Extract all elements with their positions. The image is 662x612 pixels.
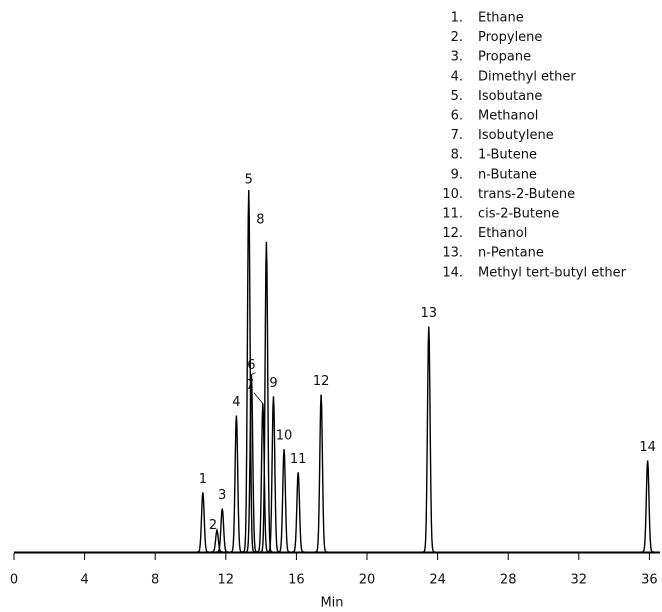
- peak-label: 14: [639, 440, 656, 455]
- legend-number: 9.: [451, 167, 463, 182]
- x-tick-label: 0: [10, 573, 18, 588]
- peak: [422, 326, 436, 553]
- x-tick-label: 12: [218, 573, 235, 588]
- peak-label: 1: [199, 472, 207, 487]
- legend-name: Methyl tert-butyl ether: [478, 265, 627, 280]
- legend-number: 3.: [451, 50, 463, 65]
- legend-name: Dimethyl ether: [478, 69, 576, 84]
- x-tick-label: 32: [571, 573, 588, 588]
- legend-name: Propylene: [478, 30, 542, 45]
- x-tick-label: 36: [641, 573, 658, 588]
- peak: [230, 415, 243, 553]
- peak-label: 12: [313, 374, 330, 389]
- legend-number: 11.: [442, 207, 463, 222]
- legend-name: Isobutylene: [478, 128, 554, 143]
- legend-name: Propane: [478, 50, 531, 65]
- legend-name: trans-2-Butene: [478, 187, 575, 202]
- peak-label: 4: [232, 395, 240, 410]
- peak: [196, 492, 210, 553]
- x-tick-label: 28: [500, 573, 517, 588]
- legend-name: 1-Butene: [478, 148, 537, 163]
- x-axis-label: Min: [320, 596, 343, 611]
- peak: [314, 394, 328, 553]
- peak-label: 2: [209, 518, 217, 533]
- peak-label: 11: [290, 452, 307, 467]
- legend-number: 4.: [451, 69, 463, 84]
- legend-number: 5.: [451, 89, 463, 104]
- x-tick-label: 24: [429, 573, 446, 588]
- x-tick-label: 4: [80, 573, 88, 588]
- peak-label: 7: [246, 378, 254, 393]
- legend-number: 8.: [451, 148, 463, 163]
- peak-label: 9: [269, 376, 277, 391]
- peak-label: 6: [247, 358, 255, 373]
- x-tick-label: 20: [359, 573, 376, 588]
- peak-leader: [251, 372, 256, 375]
- peak-label: 10: [276, 429, 293, 444]
- legend-name: Ethane: [478, 11, 524, 26]
- legend-name: Ethanol: [478, 226, 527, 241]
- peak: [641, 460, 654, 553]
- peak: [216, 508, 229, 553]
- legend-number: 14.: [442, 265, 463, 280]
- peak: [291, 472, 305, 553]
- legend-number: 12.: [442, 226, 463, 241]
- peak-label: 5: [245, 173, 253, 188]
- legend-number: 2.: [451, 30, 463, 45]
- legend-number: 13.: [442, 246, 463, 261]
- x-tick-label: 16: [288, 573, 305, 588]
- legend-number: 10.: [442, 187, 463, 202]
- legend-number: 7.: [451, 128, 463, 143]
- legend-number: 1.: [451, 11, 463, 26]
- peak: [242, 189, 256, 553]
- peak: [260, 241, 273, 553]
- peak: [256, 403, 270, 553]
- legend-name: cis-2-Butene: [478, 207, 559, 222]
- x-tick-label: 8: [151, 573, 159, 588]
- legend-name: n-Pentane: [478, 246, 544, 261]
- legend-number: 6.: [451, 109, 463, 124]
- peak-label: 8: [256, 212, 264, 227]
- peak: [277, 449, 291, 553]
- peak: [210, 527, 224, 553]
- legend-name: Isobutane: [478, 89, 542, 104]
- legend-name: n-Butane: [478, 167, 537, 182]
- peak-label: 3: [218, 488, 226, 503]
- peak-label: 13: [421, 306, 438, 321]
- legend-name: Methanol: [478, 109, 538, 124]
- peak: [267, 396, 280, 553]
- peak-leader: [253, 392, 264, 404]
